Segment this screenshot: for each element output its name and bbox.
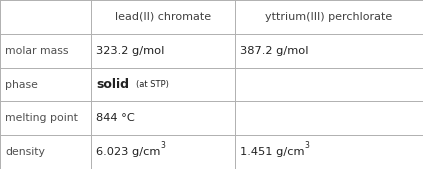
Text: density: density bbox=[5, 147, 45, 157]
Text: molar mass: molar mass bbox=[5, 46, 69, 56]
Text: 387.2 g/mol: 387.2 g/mol bbox=[240, 46, 309, 56]
Text: 1.451 g/cm: 1.451 g/cm bbox=[240, 147, 305, 157]
Text: 3: 3 bbox=[305, 140, 310, 150]
Text: solid: solid bbox=[96, 78, 129, 91]
Text: 6.023 g/cm: 6.023 g/cm bbox=[96, 147, 161, 157]
Text: yttrium(III) perchlorate: yttrium(III) perchlorate bbox=[265, 12, 393, 22]
Text: melting point: melting point bbox=[5, 113, 78, 123]
Text: 844 °C: 844 °C bbox=[96, 113, 135, 123]
Text: 3: 3 bbox=[161, 140, 166, 150]
Text: phase: phase bbox=[5, 79, 38, 90]
Text: lead(II) chromate: lead(II) chromate bbox=[115, 12, 211, 22]
Text: (at STP): (at STP) bbox=[136, 80, 169, 89]
Text: 323.2 g/mol: 323.2 g/mol bbox=[96, 46, 165, 56]
